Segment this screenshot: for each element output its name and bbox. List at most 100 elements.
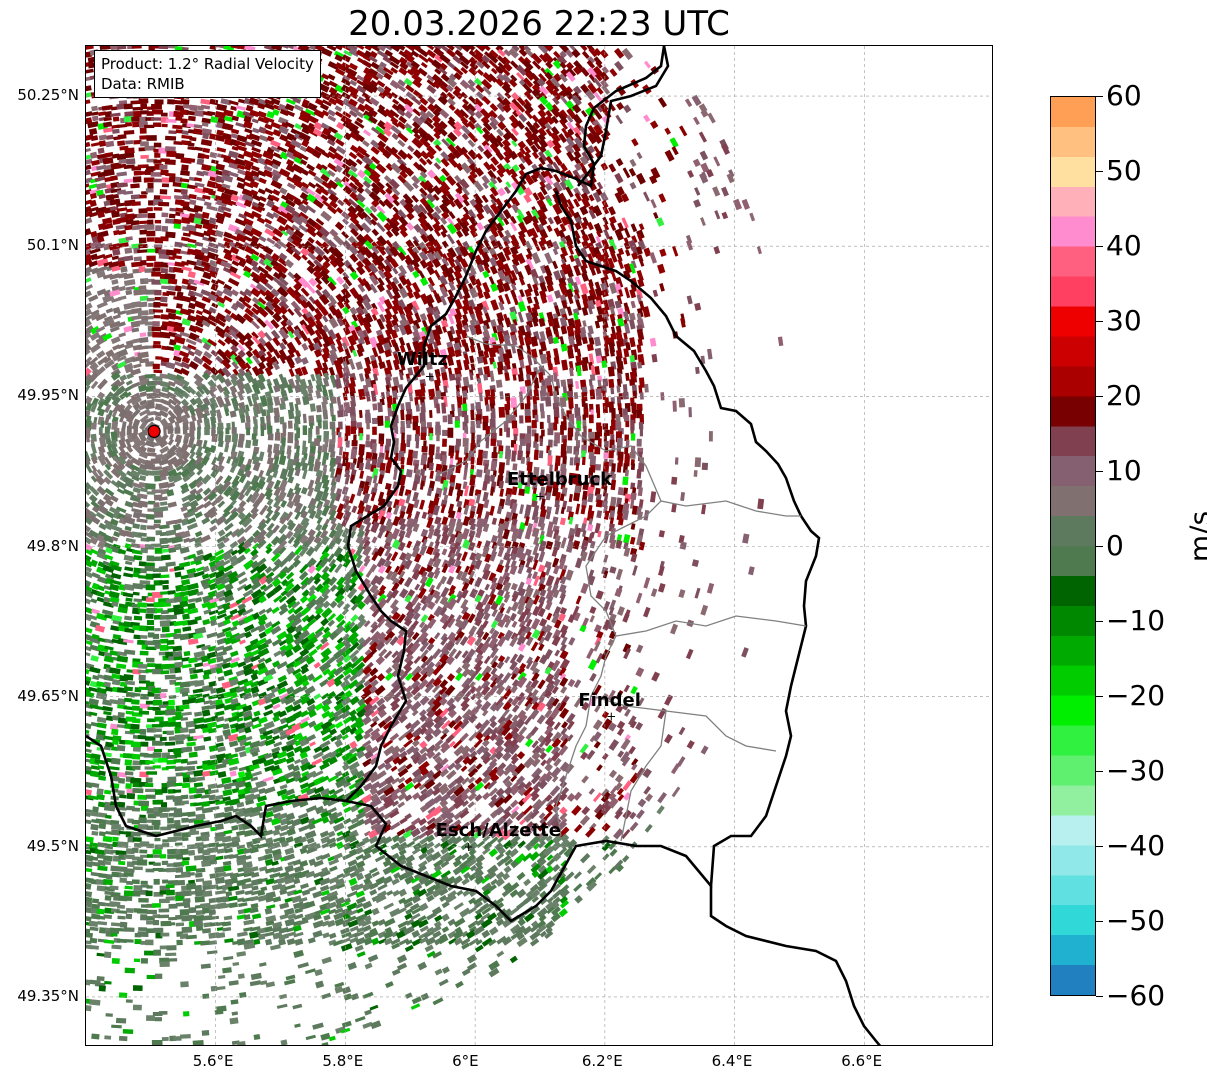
radar-echo-pixel xyxy=(123,572,134,578)
radar-echo-pixel xyxy=(225,427,230,435)
radar-echo-pixel xyxy=(314,968,323,977)
radar-echo-pixel xyxy=(109,766,120,771)
radar-echo-pixel xyxy=(90,151,98,159)
radar-echo-pixel xyxy=(274,432,281,441)
radar-echo-pixel xyxy=(336,265,345,275)
radar-echo-pixel xyxy=(86,205,92,214)
radar-echo-pixel xyxy=(232,961,240,967)
radar-echo-pixel xyxy=(125,537,136,544)
radar-echo-pixel xyxy=(90,598,98,604)
radar-echo-pixel xyxy=(86,228,92,237)
radar-echo-pixel xyxy=(158,914,170,919)
radar-echo-pixel xyxy=(327,73,336,81)
radar-echo-pixel xyxy=(103,596,111,603)
radar-echo-pixel xyxy=(97,265,108,273)
radar-echo-pixel xyxy=(237,438,244,448)
radar-echo-pixel xyxy=(321,504,331,517)
radar-echo-pixel xyxy=(153,949,161,956)
radar-echo-pixel xyxy=(119,921,128,928)
radar-echo-pixel xyxy=(174,315,182,321)
radar-echo-pixel xyxy=(124,152,135,159)
radar-echo-pixel xyxy=(376,80,386,88)
radar-echo-pixel xyxy=(124,967,135,974)
radar-echo-pixel xyxy=(89,703,99,710)
radar-echo-pixel xyxy=(264,907,273,915)
radar-echo-pixel xyxy=(349,462,356,471)
radar-echo-pixel xyxy=(305,1034,316,1041)
radar-echo-pixel xyxy=(189,426,195,438)
radar-echo-pixel xyxy=(202,993,210,999)
radar-echo-pixel xyxy=(291,643,302,654)
radar-echo-pixel xyxy=(362,129,372,137)
radar-echo-pixel xyxy=(86,675,92,682)
radar-echo-pixel xyxy=(96,952,107,957)
radar-echo-pixel xyxy=(139,135,148,140)
radar-echo-pixel xyxy=(126,792,136,800)
radar-echo-pixel xyxy=(86,242,93,252)
radar-echo-pixel xyxy=(111,601,119,607)
radar-echo-pixel xyxy=(138,800,150,807)
radar-echo-pixel xyxy=(146,724,153,729)
radar-echo-pixel xyxy=(187,271,196,279)
radar-echo-pixel xyxy=(237,771,246,778)
radar-echo-pixel xyxy=(253,710,261,717)
radar-echo-pixel xyxy=(153,824,160,830)
radar-echo-pixel xyxy=(193,124,203,129)
radar-echo-pixel xyxy=(105,741,115,748)
radar-echo-pixel xyxy=(98,140,107,147)
radar-echo-pixel xyxy=(118,548,127,555)
radar-echo-pixel xyxy=(350,614,359,623)
radar-echo-pixel xyxy=(272,715,280,723)
radar-echo-pixel xyxy=(86,302,93,311)
radar-echo-pixel xyxy=(111,396,122,407)
radar-echo-pixel xyxy=(86,686,92,693)
radar-echo-pixel xyxy=(112,314,121,320)
radar-echo-pixel xyxy=(245,439,252,449)
radar-echo-pixel xyxy=(96,257,109,267)
radar-echo-pixel xyxy=(96,853,105,859)
radar-echo-pixel xyxy=(175,740,184,745)
radar-echo-pixel xyxy=(132,837,142,843)
radar-echo-pixel xyxy=(89,937,98,944)
radar-echo-pixel xyxy=(110,932,118,937)
radar-echo-pixel xyxy=(86,700,91,706)
radar-echo-pixel xyxy=(117,915,126,920)
radar-echo-pixel xyxy=(181,860,190,866)
radar-echo-pixel xyxy=(109,583,120,592)
radar-echo-pixel xyxy=(223,805,235,813)
radar-echo-pixel xyxy=(103,655,115,663)
radar-echo-pixel xyxy=(175,914,182,920)
radar-echo-pixel xyxy=(195,867,206,873)
radar-echo-pixel xyxy=(105,715,114,722)
radar-echo-pixel xyxy=(133,615,143,621)
radar-echo-pixel xyxy=(140,741,149,747)
radar-echo-pixel xyxy=(96,182,107,190)
radar-echo-pixel xyxy=(216,279,225,285)
radar-echo-pixel xyxy=(159,961,170,967)
radar-echo-pixel xyxy=(86,463,93,474)
radar-echo-pixel xyxy=(285,836,294,844)
radar-echo-pixel xyxy=(90,811,99,817)
radar-echo-pixel xyxy=(132,765,141,770)
radar-echo-pixel xyxy=(97,408,106,417)
radar-echo-pixel xyxy=(180,530,191,539)
radar-echo-pixel xyxy=(159,688,168,693)
radar-echo-pixel xyxy=(104,951,112,959)
radar-echo-pixel xyxy=(138,674,146,681)
radar-echo-pixel xyxy=(371,536,378,544)
radar-echo-pixel xyxy=(307,181,317,189)
radar-echo-pixel xyxy=(258,177,267,185)
radar-echo-pixel xyxy=(300,486,308,495)
radar-echo-pixel xyxy=(227,277,240,287)
radar-echo-pixel xyxy=(86,554,92,562)
radar-map-panel[interactable]: + + + + xyxy=(85,45,993,1046)
radar-echo-pixel xyxy=(86,722,92,730)
radar-echo-pixel xyxy=(90,309,100,316)
radar-echo-pixel xyxy=(332,822,345,832)
radar-echo-pixel xyxy=(178,561,191,568)
radar-echo-pixel xyxy=(89,926,99,932)
radar-echo-pixel xyxy=(89,331,101,341)
radar-map-svg[interactable]: ++++ xyxy=(86,46,993,1046)
radar-echo-pixel xyxy=(95,475,106,486)
radar-echo-pixel xyxy=(264,657,272,664)
